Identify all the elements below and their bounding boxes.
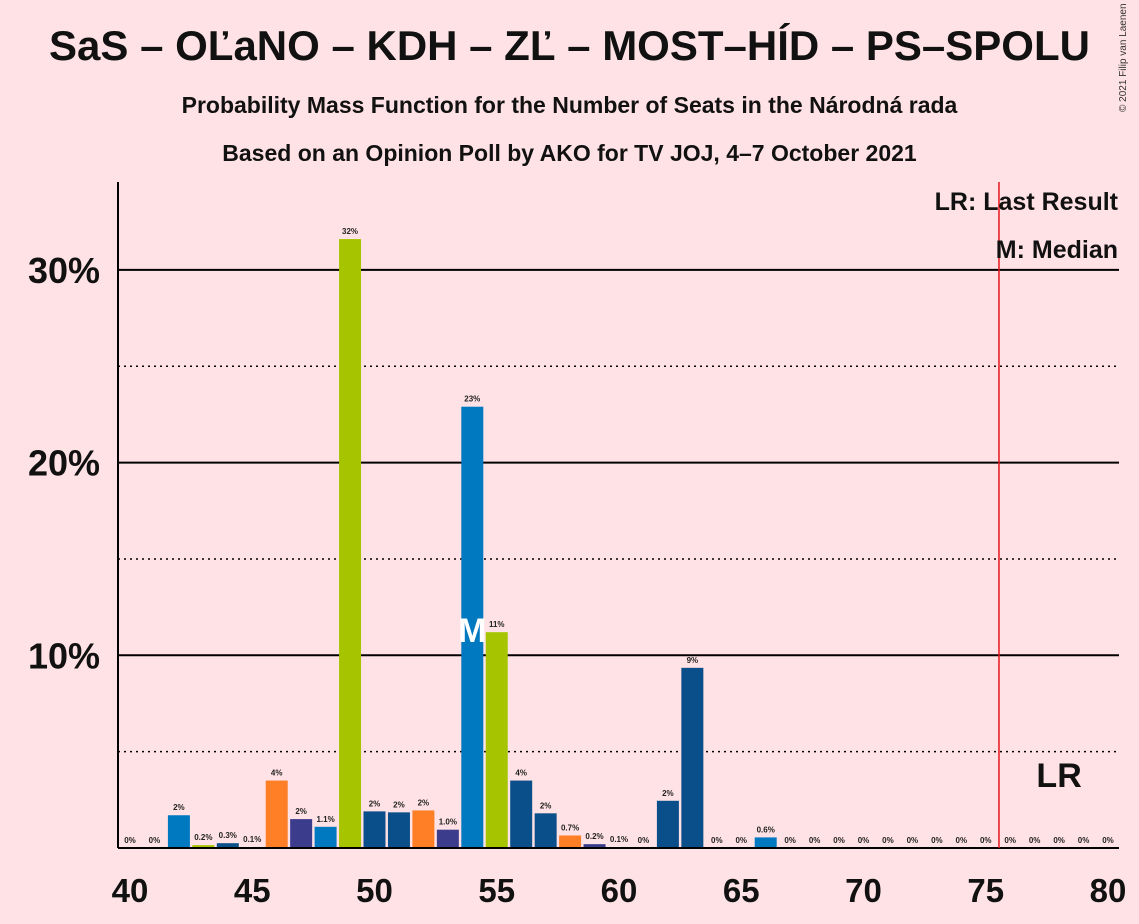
bar-value-label: 2% (295, 807, 307, 816)
bar-seat-59 (583, 844, 606, 848)
x-tick-label: 65 (723, 872, 760, 909)
bar-value-label: 0% (809, 836, 821, 845)
chart-source-line: Based on an Opinion Poll by AKO for TV J… (222, 140, 917, 166)
bar-value-label: 0.1% (610, 835, 628, 844)
bar-value-label: 11% (489, 620, 505, 629)
x-tick-label: 40 (112, 872, 149, 909)
axes: 10% 20% 30% 40 45 50 55 60 65 70 75 80 (28, 182, 1126, 909)
chart-title: SaS – OĽaNO – KDH – ZĽ – MOST–HÍD – PS–S… (49, 22, 1090, 69)
bar-value-label: 0% (833, 836, 845, 845)
bar-value-label: 23% (464, 395, 480, 404)
bar-seat-56 (510, 780, 533, 848)
bar-seat-66 (754, 837, 777, 848)
x-tick-label: 60 (601, 872, 638, 909)
bar-value-label: 2% (662, 789, 674, 798)
y-tick-label: 20% (28, 443, 100, 484)
x-tick-label: 50 (356, 872, 393, 909)
bar-value-label: 0% (980, 836, 992, 845)
bar-value-label: 1.1% (316, 815, 334, 824)
bar-value-label: 0% (956, 836, 968, 845)
bar-value-label: 0% (1102, 836, 1114, 845)
bar-seat-53 (436, 829, 459, 848)
bar-value-label: 0% (858, 836, 870, 845)
bar-seat-47 (290, 819, 313, 848)
bar-value-label: 0% (638, 836, 650, 845)
legend-median: M: Median (996, 236, 1118, 264)
bar-value-label: 0% (735, 836, 747, 845)
bar-value-label: 0% (1004, 836, 1016, 845)
bar-seat-52 (412, 810, 435, 848)
bar-value-label: 32% (342, 227, 358, 236)
bar-seat-58 (559, 835, 582, 848)
bars: 0% 0% 2% 0.2% 0.3% 0.1% 4% 2% 1.1% 32% 2% 2% 2% 1.0% 2… (124, 227, 1114, 848)
bar-value-label: 0.2% (194, 833, 212, 842)
bar-value-label: 0% (882, 836, 894, 845)
bar-value-label: 9% (687, 656, 699, 665)
bar-value-label: 0.7% (561, 823, 579, 832)
bar-seat-54 (461, 406, 484, 848)
bar-value-label: 0.2% (585, 832, 603, 841)
bar-value-label: 0% (784, 836, 796, 845)
bar-value-label: 0.6% (757, 825, 775, 834)
bar-value-label: 0.1% (243, 835, 261, 844)
bar-value-label: 1.0% (439, 818, 457, 827)
bar-seat-55 (485, 632, 508, 848)
bar-value-label: 0% (1053, 836, 1065, 845)
gridlines (118, 268, 1119, 753)
x-tick-label: 70 (845, 872, 882, 909)
bar-seat-43 (192, 845, 215, 848)
bar-value-label: 0% (124, 836, 136, 845)
bar-value-label: 2% (369, 799, 381, 808)
bar-value-label: 0% (907, 836, 919, 845)
bar-value-label: 2% (540, 801, 552, 810)
bar-seat-44 (216, 843, 239, 848)
bar-seat-51 (387, 812, 410, 848)
last-result-marker: LR (1036, 757, 1081, 795)
bar-value-label: 0% (711, 836, 723, 845)
bar-value-label: 2% (393, 800, 405, 809)
bar-value-label: 4% (515, 769, 527, 778)
bar-value-label: 0% (149, 836, 161, 845)
bar-value-label: 0% (1078, 836, 1090, 845)
bar-seat-63 (681, 667, 704, 848)
x-tick-label: 80 (1090, 872, 1127, 909)
chart-subtitle: Probability Mass Function for the Number… (181, 92, 958, 118)
bar-seat-57 (534, 813, 557, 848)
x-tick-label: 75 (967, 872, 1004, 909)
bar-seat-46 (265, 780, 288, 848)
bar-value-label: 4% (271, 769, 283, 778)
y-tick-label: 10% (28, 635, 100, 676)
markers: LR M (458, 182, 1082, 848)
bar-value-label: 2% (418, 798, 430, 807)
x-tick-label: 45 (234, 872, 271, 909)
legend-last-result: LR: Last Result (935, 188, 1119, 216)
bar-seat-42 (167, 815, 190, 848)
median-marker: M (458, 612, 486, 650)
bar-value-label: 0% (931, 836, 943, 845)
bar-seat-62 (656, 800, 679, 848)
y-tick-label: 30% (28, 250, 100, 291)
bar-value-label: 0% (1029, 836, 1041, 845)
bar-seat-48 (314, 826, 337, 848)
x-tick-label: 55 (478, 872, 515, 909)
bar-value-label: 0.3% (219, 831, 237, 840)
bar-value-label: 2% (173, 803, 185, 812)
bar-seat-50 (363, 811, 386, 848)
bar-seat-49 (339, 239, 362, 848)
